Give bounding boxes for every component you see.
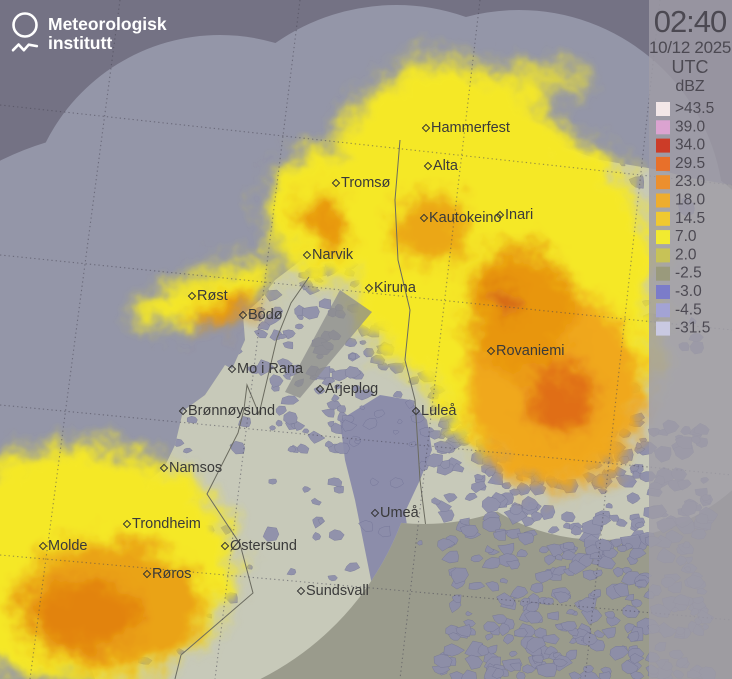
svg-text:34.0: 34.0 xyxy=(675,137,706,154)
svg-text:-2.5: -2.5 xyxy=(675,265,702,282)
svg-text:2.0: 2.0 xyxy=(675,246,697,263)
svg-text:UTC: UTC xyxy=(672,57,709,77)
svg-text:14.5: 14.5 xyxy=(675,210,705,227)
svg-text:dBZ: dBZ xyxy=(675,78,705,95)
svg-text:02:40: 02:40 xyxy=(654,4,727,39)
svg-text:18.0: 18.0 xyxy=(675,192,706,209)
svg-text:10/12 2025: 10/12 2025 xyxy=(649,38,731,57)
svg-text:39.0: 39.0 xyxy=(675,118,706,135)
svg-text:7.0: 7.0 xyxy=(675,228,697,245)
svg-text:-3.0: -3.0 xyxy=(675,283,702,300)
svg-text:-31.5: -31.5 xyxy=(675,320,710,337)
svg-text:>43.5: >43.5 xyxy=(675,100,714,117)
svg-text:29.5: 29.5 xyxy=(675,155,705,172)
svg-text:23.0: 23.0 xyxy=(675,173,706,190)
svg-text:-4.5: -4.5 xyxy=(675,301,702,318)
